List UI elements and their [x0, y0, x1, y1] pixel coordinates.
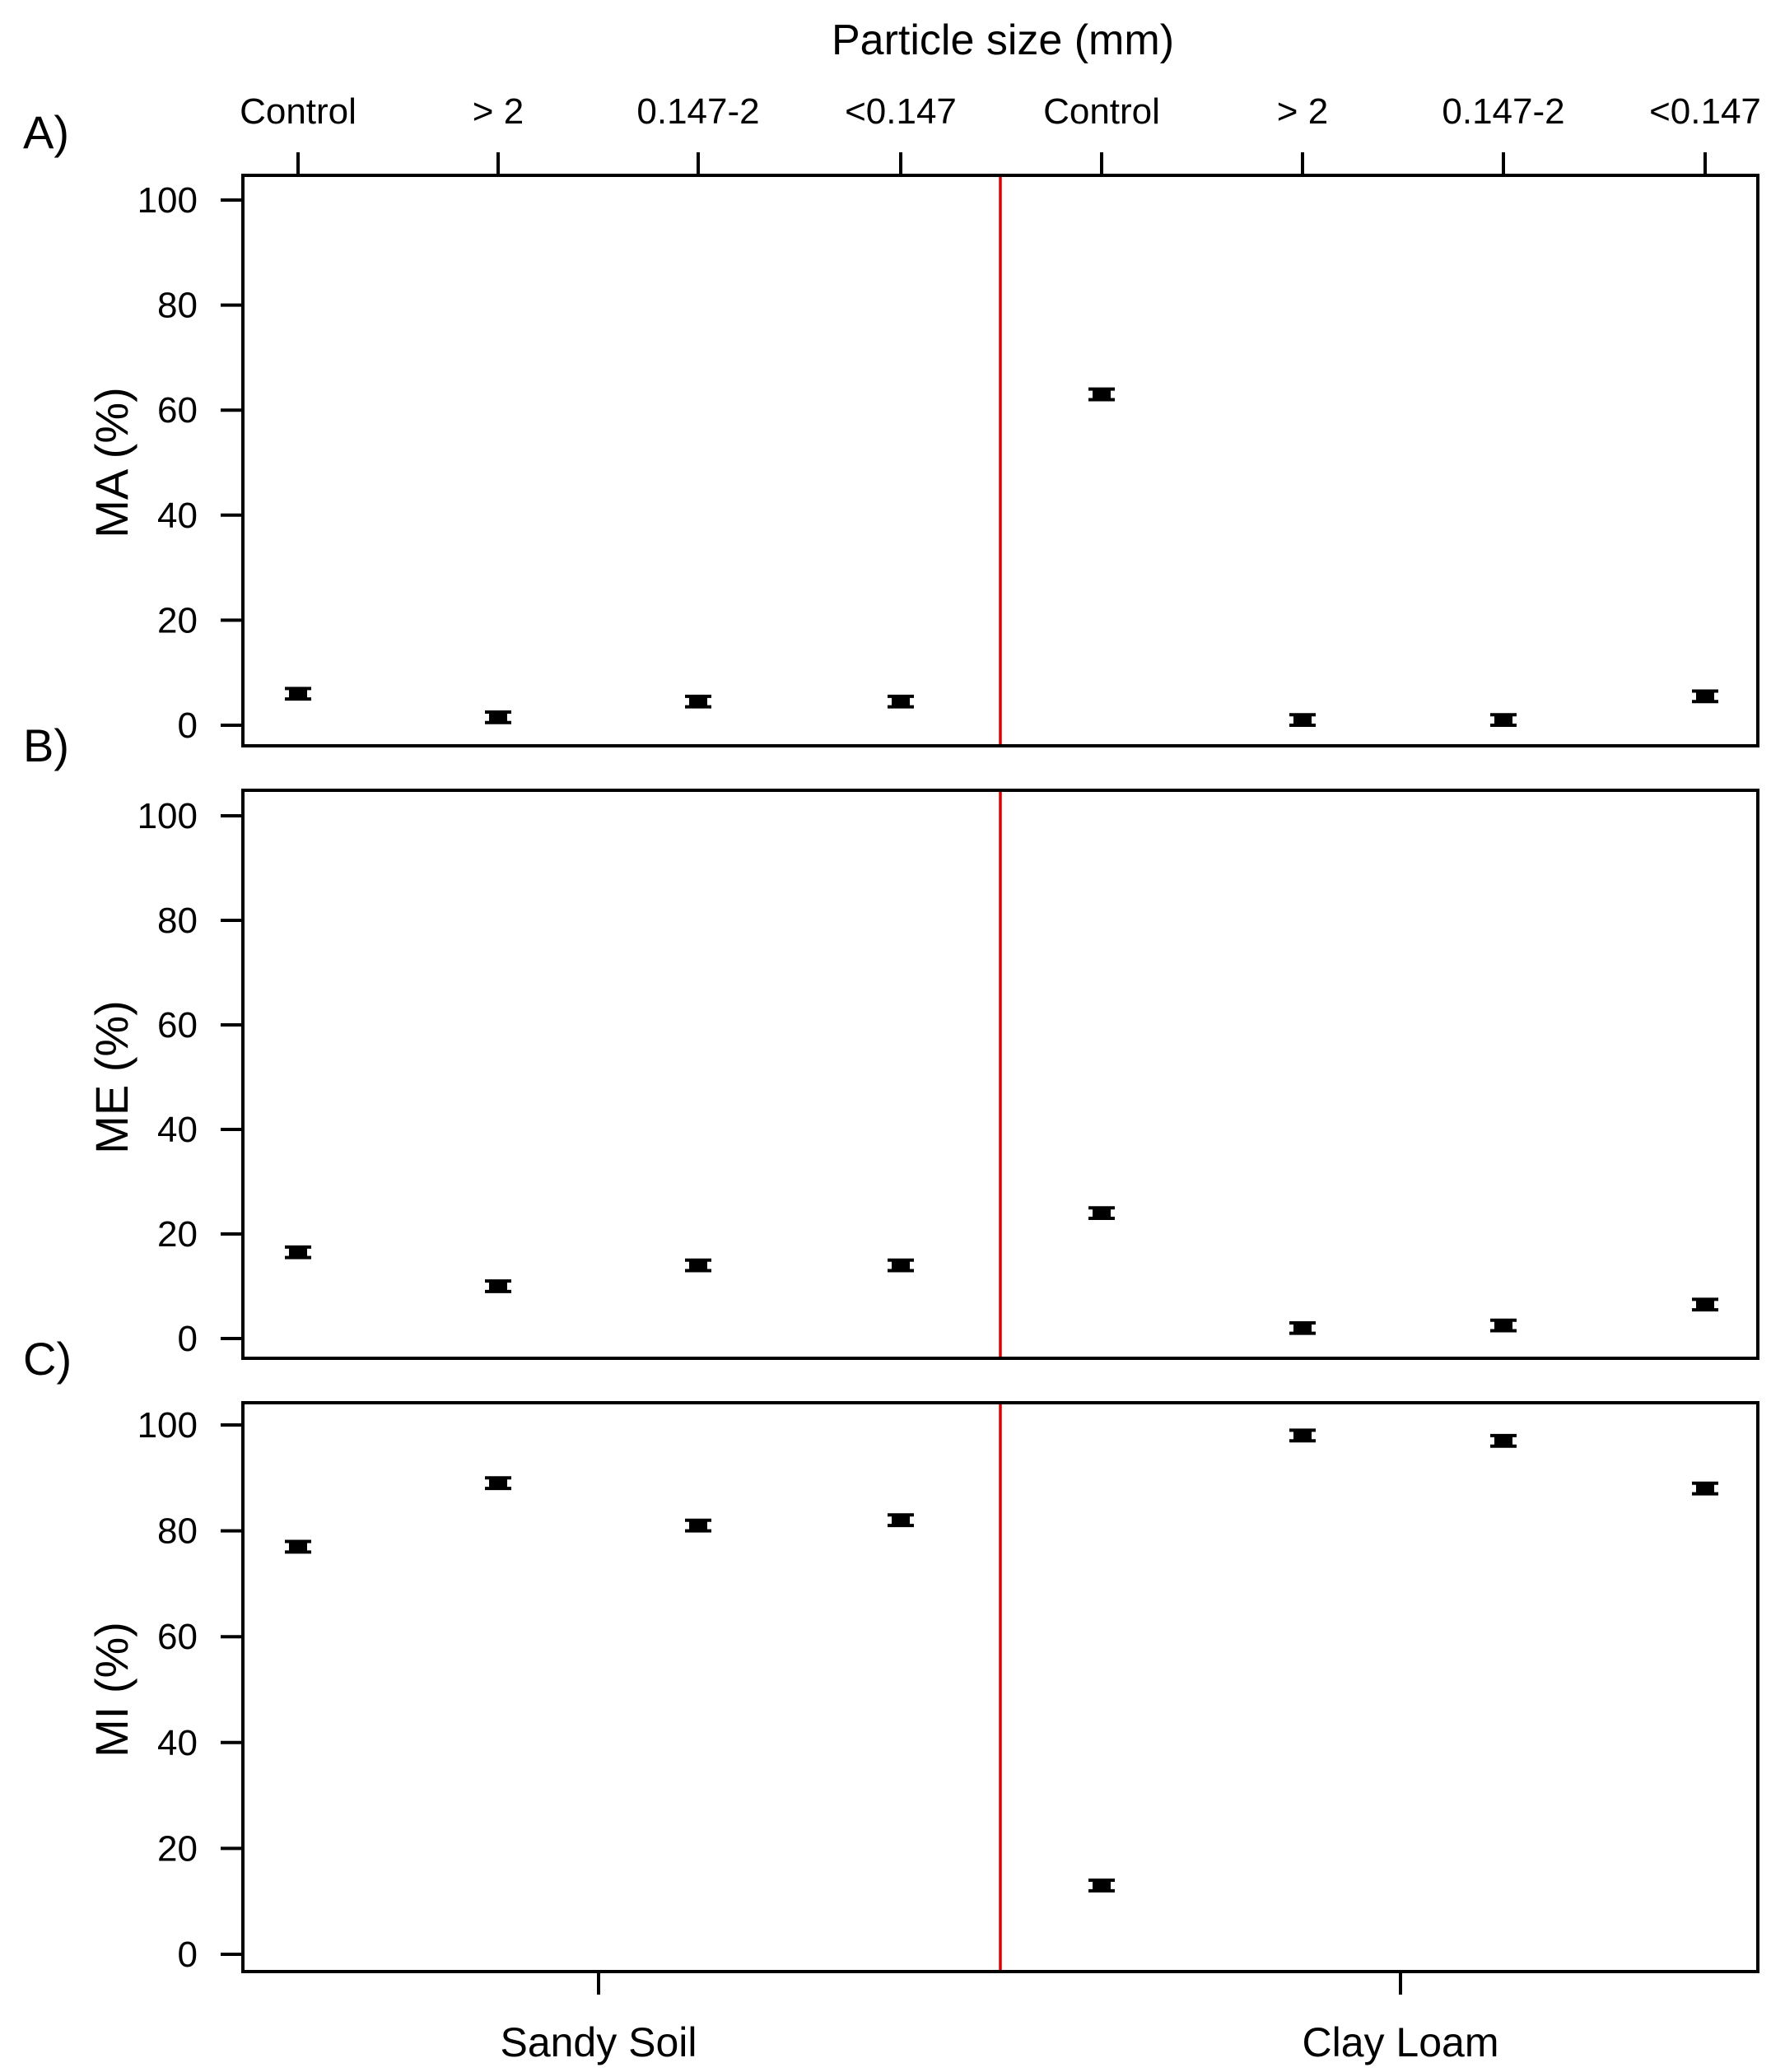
y-tick-label: 40: [157, 1723, 198, 1763]
group-label: Sandy Soil: [500, 2019, 697, 2065]
data-point: [1289, 713, 1316, 727]
top-axis: Control > 2 0.147-2 <0.147 Control > 2 0.147-2…: [240, 91, 1761, 175]
top-tick-label: > 2: [473, 91, 524, 132]
data-point: [1088, 1206, 1115, 1220]
data-point: [285, 687, 311, 701]
y-axis-title: ME (%): [86, 1000, 137, 1154]
plot-frame: [241, 174, 1759, 747]
point-marker: [1093, 1879, 1111, 1893]
data-point: [1088, 1878, 1115, 1893]
data-point: [1692, 689, 1718, 704]
group-label: Clay Loam: [1303, 2019, 1499, 2065]
point-marker: [1093, 1206, 1111, 1220]
data-point: [485, 710, 511, 724]
point-marker: [1494, 1434, 1512, 1448]
top-tick-label: 0.147-2: [1442, 91, 1564, 132]
data-point: [285, 1539, 311, 1554]
y-tick-label: 100: [137, 180, 198, 221]
point-marker: [1494, 713, 1512, 727]
point-marker: [892, 1259, 910, 1273]
point-marker: [1696, 1482, 1714, 1496]
y-tick-label: 80: [157, 901, 198, 941]
data-point: [685, 694, 711, 709]
plot-frame: [241, 789, 1759, 1360]
top-tick-label: Control: [1043, 91, 1160, 132]
plot-frame: [241, 1401, 1759, 1973]
point-marker: [1093, 388, 1111, 402]
point-marker: [289, 1246, 307, 1259]
point-marker: [489, 710, 507, 724]
y-tick-label: 60: [157, 390, 198, 431]
y-tick-label: 20: [157, 600, 198, 640]
data-point: [888, 1258, 914, 1273]
top-tick-label: Control: [240, 91, 357, 132]
y-axis-title: MI (%): [86, 1622, 137, 1758]
y-tick-label: 60: [157, 1617, 198, 1657]
panel-b: 0 20 40 60 80 100 ME (%) B): [23, 719, 1759, 1360]
data-point: [1490, 713, 1517, 727]
y-axis-title: MA (%): [86, 387, 137, 538]
panel-a: 0 20 40 60 80 100 MA (%) A): [23, 106, 1759, 747]
point-marker: [1696, 689, 1714, 703]
top-tick-label: 0.147-2: [636, 91, 759, 132]
point-marker: [1293, 713, 1312, 727]
panel-letter: A): [23, 106, 69, 158]
y-tick-label: 40: [157, 496, 198, 536]
data-point: [888, 1513, 914, 1528]
point-marker: [489, 1476, 507, 1490]
point-marker: [1494, 1319, 1512, 1333]
data-point: [1289, 1320, 1316, 1335]
top-tick-label: <0.147: [1649, 91, 1761, 132]
data-point: [485, 1476, 511, 1491]
data-point: [1692, 1297, 1718, 1312]
point-marker: [1293, 1321, 1312, 1335]
panels: 0 20 40 60 80 100 MA (%) A) 0 20 40 60 80 100 ME (%) B)…: [23, 106, 1759, 1975]
y-tick-label: 0: [178, 1935, 198, 1975]
y-tick-label: 80: [157, 1511, 198, 1552]
bottom-axis: Sandy Soil Clay Loam: [500, 1972, 1499, 2065]
point-marker: [689, 1259, 707, 1273]
data-point: [1289, 1428, 1316, 1443]
panel-c: 0 20 40 60 80 100 MI (%) C): [23, 1333, 1759, 1975]
data-point: [285, 1245, 311, 1259]
panel-letter: C): [23, 1333, 72, 1385]
top-tick-label: <0.147: [845, 91, 957, 132]
panel-letter: B): [23, 719, 69, 771]
y-tick-label: 20: [157, 1828, 198, 1869]
point-marker: [892, 695, 910, 709]
top-axis-title: Particle size (mm): [832, 16, 1174, 64]
y-tick-label: 0: [178, 1319, 198, 1359]
data-point: [1490, 1433, 1517, 1448]
data-point: [685, 1258, 711, 1273]
data-point: [1490, 1318, 1517, 1333]
y-tick-label: 100: [137, 796, 198, 836]
data-point: [1088, 387, 1115, 402]
point-marker: [489, 1279, 507, 1293]
y-tick-label: 40: [157, 1110, 198, 1150]
point-marker: [892, 1513, 910, 1527]
y-tick-label: 100: [137, 1405, 198, 1446]
data-point: [1692, 1481, 1718, 1496]
point-marker: [289, 1539, 307, 1553]
y-tick-label: 0: [178, 705, 198, 746]
point-marker: [1293, 1428, 1312, 1442]
y-tick-label: 20: [157, 1214, 198, 1255]
point-marker: [1696, 1297, 1714, 1311]
point-marker: [289, 687, 307, 701]
data-point: [685, 1518, 711, 1533]
data-point: [888, 694, 914, 709]
y-tick-label: 60: [157, 1005, 198, 1045]
point-marker: [689, 1519, 707, 1533]
data-point: [485, 1279, 511, 1293]
point-marker: [689, 695, 707, 709]
y-tick-label: 80: [157, 286, 198, 326]
top-tick-label: > 2: [1277, 91, 1328, 132]
